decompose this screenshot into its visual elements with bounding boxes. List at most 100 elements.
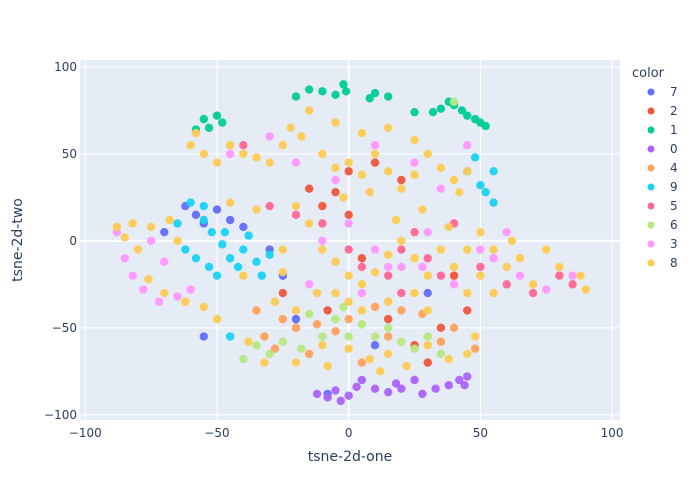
point-digit-8 bbox=[576, 271, 585, 280]
point-digit-6 bbox=[423, 332, 432, 341]
point-digit-3 bbox=[568, 271, 577, 280]
point-digit-8 bbox=[423, 341, 432, 350]
point-digit-4 bbox=[344, 314, 353, 324]
legend-marker bbox=[647, 259, 655, 267]
point-digit-2 bbox=[449, 271, 459, 280]
legend-marker bbox=[647, 221, 655, 229]
point-digit-8 bbox=[146, 222, 156, 232]
point-digit-8 bbox=[402, 361, 411, 371]
point-digit-5 bbox=[344, 245, 353, 254]
legend-item-7[interactable]: 7 bbox=[647, 85, 678, 99]
point-digit-9 bbox=[218, 240, 227, 249]
point-digit-7 bbox=[423, 288, 432, 298]
point-digit-1 bbox=[318, 87, 327, 96]
point-digit-3 bbox=[423, 227, 432, 237]
point-digit-6 bbox=[339, 302, 348, 312]
data-points bbox=[112, 80, 590, 406]
point-digit-8 bbox=[365, 187, 374, 197]
point-digit-8 bbox=[286, 123, 295, 133]
legend-item-4[interactable]: 4 bbox=[647, 161, 678, 175]
point-digit-8 bbox=[181, 297, 190, 306]
point-digit-6 bbox=[357, 320, 367, 329]
point-digit-9 bbox=[233, 262, 243, 272]
point-digit-3 bbox=[139, 285, 148, 294]
point-digit-5 bbox=[383, 271, 393, 280]
point-digit-8 bbox=[476, 227, 485, 237]
legend-item-9[interactable]: 9 bbox=[647, 180, 678, 194]
point-digit-8 bbox=[463, 167, 472, 176]
point-digit-1 bbox=[428, 107, 438, 117]
point-digit-4 bbox=[270, 344, 280, 353]
point-digit-6 bbox=[331, 314, 340, 324]
legend-item-2[interactable]: 2 bbox=[647, 104, 678, 118]
point-digit-2 bbox=[423, 358, 432, 367]
point-digit-8 bbox=[391, 215, 401, 225]
point-digit-3 bbox=[154, 297, 164, 306]
legend-item-6[interactable]: 6 bbox=[647, 218, 678, 232]
point-digit-1 bbox=[365, 94, 374, 103]
legend-item-0[interactable]: 0 bbox=[647, 142, 678, 156]
point-digit-5 bbox=[502, 280, 511, 289]
legend-label: 9 bbox=[670, 180, 678, 194]
point-digit-4 bbox=[357, 358, 367, 367]
x-tick-label: 50 bbox=[473, 426, 488, 440]
point-digit-5 bbox=[410, 227, 419, 237]
point-digit-8 bbox=[357, 306, 367, 315]
point-digit-6 bbox=[370, 332, 380, 341]
point-digit-8 bbox=[344, 271, 353, 280]
point-digit-8 bbox=[436, 163, 446, 173]
point-digit-5 bbox=[423, 254, 432, 263]
legend-item-1[interactable]: 1 bbox=[647, 123, 678, 137]
point-digit-7 bbox=[160, 227, 169, 237]
point-digit-8 bbox=[423, 306, 432, 315]
point-digit-8 bbox=[376, 367, 385, 376]
point-digit-3 bbox=[331, 175, 340, 185]
point-digit-0 bbox=[455, 375, 464, 385]
point-digit-8 bbox=[260, 358, 269, 367]
legend-item-8[interactable]: 8 bbox=[647, 256, 678, 270]
point-digit-1 bbox=[212, 111, 222, 120]
legend-title: color bbox=[632, 66, 665, 81]
point-digit-0 bbox=[352, 382, 361, 392]
point-digit-1 bbox=[199, 114, 209, 124]
point-digit-5 bbox=[397, 245, 406, 254]
point-digit-3 bbox=[463, 141, 472, 150]
point-digit-0 bbox=[410, 375, 419, 385]
point-digit-3 bbox=[370, 141, 380, 150]
legend-label: 8 bbox=[670, 256, 678, 270]
point-digit-3 bbox=[502, 227, 511, 237]
y-tick-label: −100 bbox=[44, 408, 77, 422]
point-digit-3 bbox=[344, 219, 353, 228]
legend-item-3[interactable]: 3 bbox=[647, 237, 678, 251]
point-digit-8 bbox=[489, 245, 498, 254]
point-digit-3 bbox=[291, 158, 301, 167]
point-digit-6 bbox=[252, 341, 261, 350]
point-digit-8 bbox=[423, 149, 432, 159]
y-axis-title: tsne-2d-two bbox=[10, 198, 26, 282]
point-digit-3 bbox=[489, 254, 498, 263]
point-digit-4 bbox=[436, 337, 446, 346]
point-digit-8 bbox=[449, 175, 459, 185]
point-digit-6 bbox=[239, 354, 248, 364]
legend-marker bbox=[647, 240, 655, 248]
point-digit-0 bbox=[370, 384, 380, 393]
point-digit-8 bbox=[186, 141, 195, 150]
legend-label: 7 bbox=[670, 85, 678, 99]
point-digit-8 bbox=[383, 349, 393, 359]
point-digit-1 bbox=[457, 106, 467, 115]
point-digit-0 bbox=[444, 381, 453, 390]
legend-label: 4 bbox=[670, 161, 678, 175]
point-digit-8 bbox=[344, 297, 353, 306]
point-digit-9 bbox=[204, 262, 214, 272]
point-digit-8 bbox=[291, 358, 301, 367]
legend-item-5[interactable]: 5 bbox=[647, 199, 678, 213]
point-digit-8 bbox=[239, 149, 248, 159]
point-digit-2 bbox=[318, 201, 327, 211]
point-digit-8 bbox=[252, 153, 261, 162]
point-digit-6 bbox=[383, 323, 393, 333]
point-digit-6 bbox=[297, 344, 306, 353]
point-digit-8 bbox=[291, 201, 301, 211]
point-digit-2 bbox=[323, 306, 332, 315]
point-digit-4 bbox=[470, 344, 480, 353]
legend[interactable]: 7 2 1 0 4 9 5 6 3 8 bbox=[647, 85, 678, 270]
